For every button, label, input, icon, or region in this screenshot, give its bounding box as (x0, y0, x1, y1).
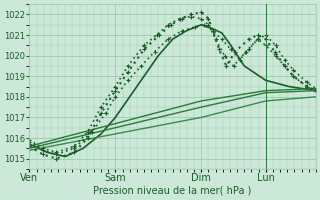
X-axis label: Pression niveau de la mer( hPa ): Pression niveau de la mer( hPa ) (93, 186, 252, 196)
